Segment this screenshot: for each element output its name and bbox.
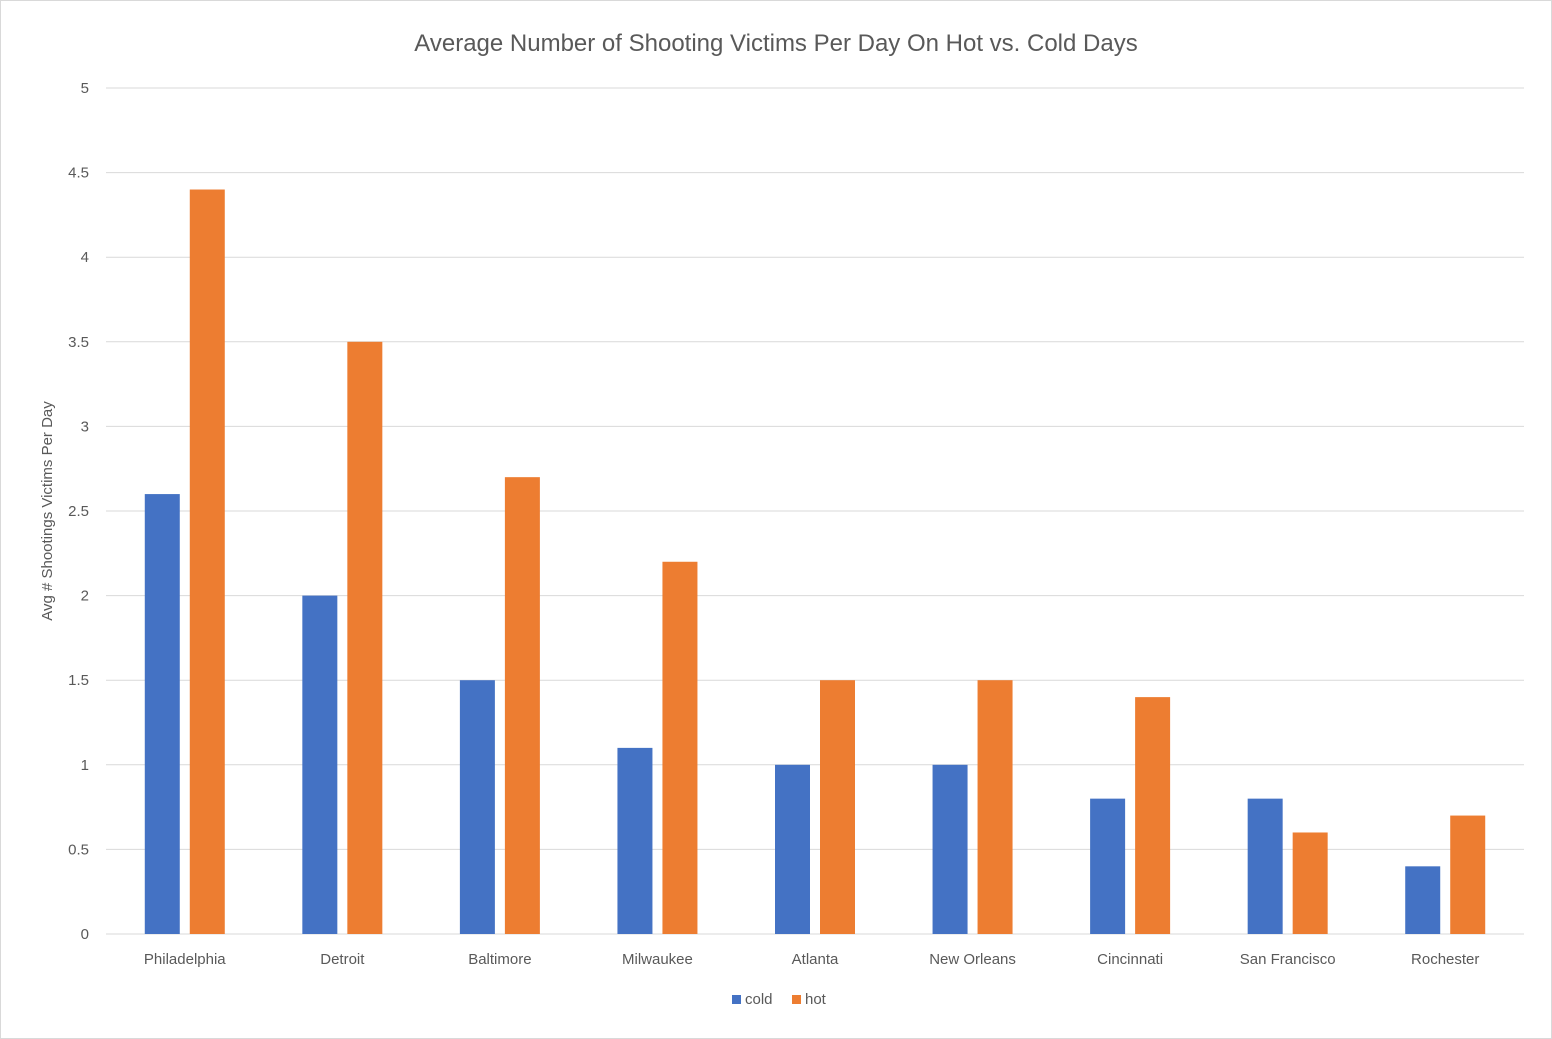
legend-label-hot: hot bbox=[805, 991, 827, 1008]
x-tick-label: Cincinnati bbox=[1097, 951, 1163, 968]
y-axis-label: Avg # Shootings Victims Per Day bbox=[39, 401, 56, 621]
bar-cold bbox=[1405, 866, 1441, 934]
bar-hot bbox=[347, 341, 383, 934]
x-tick-label: Philadelphia bbox=[144, 951, 226, 968]
legend-label-cold: cold bbox=[745, 991, 773, 1008]
bar-cold bbox=[144, 494, 180, 934]
bar-cold bbox=[459, 680, 495, 934]
y-tick-label: 4 bbox=[81, 249, 89, 266]
bar-hot bbox=[189, 189, 225, 934]
y-tick-label: 2 bbox=[81, 588, 89, 605]
bar-hot bbox=[977, 680, 1013, 934]
x-tick-label: Detroit bbox=[320, 951, 365, 968]
y-axis-ticks: 0 0.5 1 1.5 2 2.5 3 3.5 4 4.5 5 bbox=[68, 80, 89, 943]
legend: cold hot bbox=[732, 991, 827, 1008]
y-tick-label: 1 bbox=[81, 757, 89, 774]
bar-cold bbox=[1247, 798, 1283, 934]
y-tick-label: 3 bbox=[81, 418, 89, 435]
x-axis-ticks: Philadelphia Detroit Baltimore Milwaukee Atl… bbox=[144, 951, 1479, 968]
y-tick-label: 0.5 bbox=[68, 841, 89, 858]
legend-swatch-hot bbox=[792, 995, 801, 1004]
y-tick-label: 5 bbox=[81, 80, 89, 97]
bars bbox=[144, 189, 1486, 934]
y-tick-label: 2.5 bbox=[68, 503, 89, 520]
legend-swatch-cold bbox=[732, 995, 741, 1004]
bar-hot bbox=[820, 680, 855, 934]
y-tick-label: 1.5 bbox=[68, 672, 89, 689]
y-tick-label: 0 bbox=[81, 926, 89, 943]
x-tick-label: Baltimore bbox=[468, 951, 531, 968]
bar-cold bbox=[775, 764, 810, 934]
y-tick-label: 3.5 bbox=[68, 334, 89, 351]
bar-hot bbox=[1292, 832, 1328, 934]
bar-cold bbox=[617, 747, 653, 934]
y-tick-label: 4.5 bbox=[68, 165, 89, 182]
x-tick-label: Milwaukee bbox=[622, 951, 693, 968]
x-tick-label: Atlanta bbox=[792, 951, 839, 968]
chart-title: Average Number of Shooting Victims Per D… bbox=[414, 30, 1137, 57]
bar-hot bbox=[504, 477, 540, 934]
x-tick-label: Rochester bbox=[1411, 951, 1479, 968]
x-tick-label: San Francisco bbox=[1240, 951, 1336, 968]
bar-hot bbox=[1135, 697, 1171, 934]
bar-hot bbox=[662, 561, 698, 934]
x-tick-label: New Orleans bbox=[929, 951, 1016, 968]
bar-cold bbox=[932, 764, 968, 934]
bar-cold bbox=[302, 595, 338, 934]
bar-cold bbox=[1090, 798, 1126, 934]
gridlines bbox=[106, 87, 1524, 935]
bar-hot bbox=[1450, 815, 1486, 934]
